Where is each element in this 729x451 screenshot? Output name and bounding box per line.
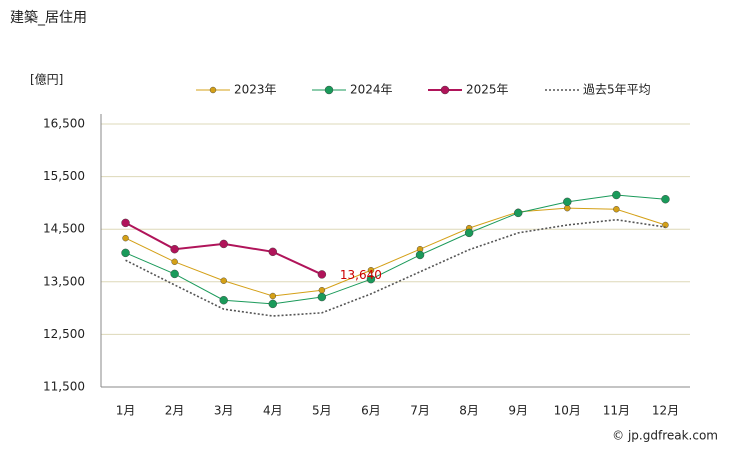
data-label: 13,640	[340, 268, 382, 282]
x-tick-label: 8月	[459, 404, 479, 418]
point	[269, 292, 276, 300]
point	[367, 267, 375, 274]
x-tick-label: 9月	[508, 404, 528, 418]
point	[415, 250, 425, 260]
point	[612, 190, 621, 200]
point	[171, 258, 178, 266]
x-tick-label: 7月	[410, 404, 430, 418]
x-tick-label: 12月	[652, 404, 679, 418]
x-tick-label: 2月	[165, 404, 185, 418]
legend-marker	[440, 85, 450, 95]
point	[514, 208, 523, 218]
chart-title: 建築_居住用	[10, 10, 87, 26]
point	[318, 287, 326, 294]
point	[268, 247, 277, 257]
point	[564, 204, 571, 212]
series-line	[125, 194, 666, 305]
credit: © jp.gdfreak.com	[612, 429, 718, 443]
point	[317, 270, 327, 279]
point	[662, 221, 669, 229]
legend-label: 2024年	[350, 83, 393, 97]
y-tick-label: 14,500	[43, 222, 85, 236]
point	[563, 197, 572, 207]
x-tick-label: 5月	[312, 404, 332, 418]
y-tick-label: 12,500	[43, 327, 85, 341]
series-line	[125, 218, 666, 317]
point	[122, 234, 129, 242]
legend-marker	[209, 86, 217, 94]
legend-label: 2025年	[466, 83, 509, 97]
point	[170, 269, 179, 279]
point	[268, 299, 277, 309]
legend-label: 過去5年平均	[583, 83, 651, 97]
legend-label: 2023年	[234, 83, 277, 97]
y-axis-label: [億円]	[30, 73, 63, 87]
point	[121, 248, 130, 258]
y-tick-label: 16,500	[43, 117, 85, 131]
series-line	[125, 207, 666, 297]
x-tick-label: 1月	[116, 404, 136, 418]
x-tick-label: 3月	[214, 404, 234, 418]
x-tick-label: 10月	[554, 404, 581, 418]
point	[220, 277, 227, 284]
x-tick-label: 6月	[361, 404, 381, 418]
point	[219, 296, 228, 305]
y-tick-label: 15,500	[43, 169, 85, 183]
point	[121, 218, 130, 228]
point	[464, 228, 474, 238]
y-tick-label: 13,500	[43, 274, 85, 288]
point	[613, 206, 620, 213]
point	[170, 244, 179, 254]
point	[661, 195, 670, 204]
point	[219, 239, 228, 249]
legend-marker	[324, 85, 334, 95]
point	[317, 292, 327, 302]
x-tick-label: 11月	[603, 404, 630, 418]
series-line	[125, 222, 323, 276]
y-tick-label: 11,500	[43, 380, 85, 394]
point	[366, 274, 376, 284]
x-tick-label: 4月	[263, 404, 283, 418]
